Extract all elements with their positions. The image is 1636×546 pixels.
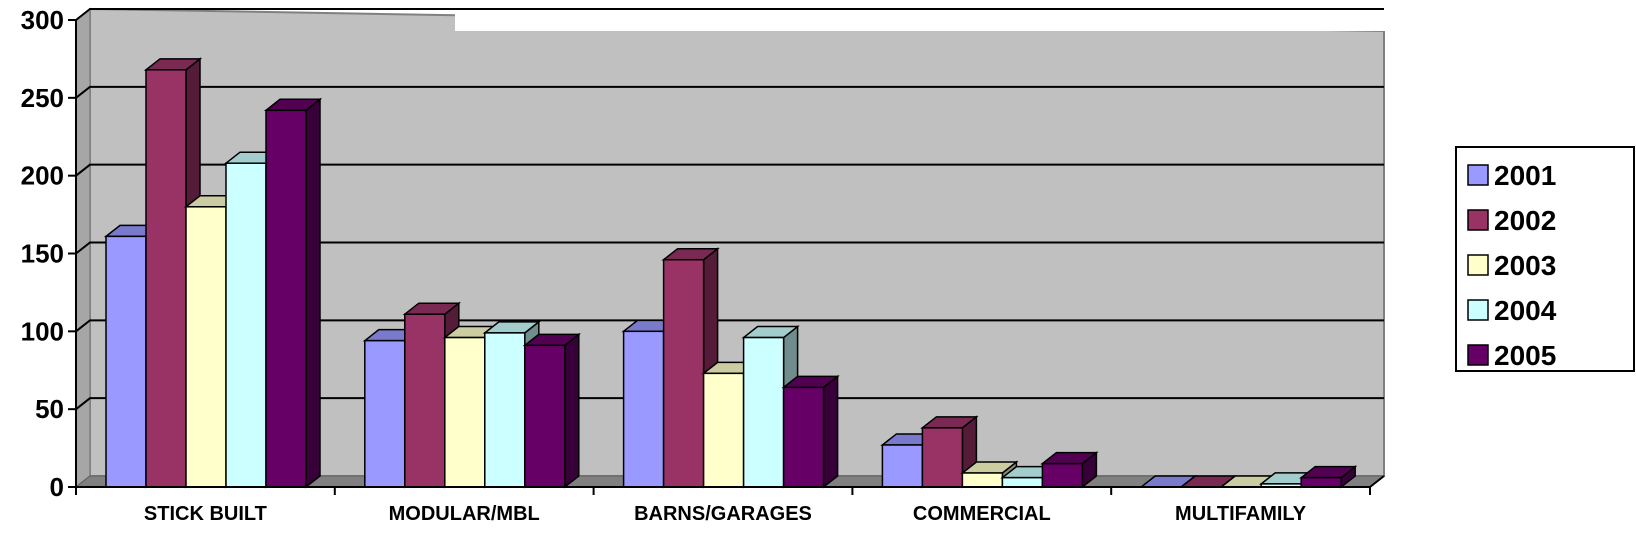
bar [263, 97, 323, 489]
y-tick-label: 50 [35, 394, 64, 424]
bar-front-face [265, 109, 307, 488]
bar-front-face [444, 336, 486, 488]
bar-side-face [822, 374, 839, 489]
legend-swatch [1467, 164, 1489, 186]
bar-front-face [145, 69, 187, 488]
bar-front-face [782, 386, 825, 488]
y-tick-label: 0 [50, 472, 64, 502]
legend-swatch [1467, 254, 1489, 276]
gridline [75, 163, 1384, 177]
x-category-label: STICK BUILT [144, 503, 267, 525]
bar-front-face [742, 336, 785, 488]
x-category-label: MULTIFAMILY [1175, 503, 1307, 525]
legend-swatch [1467, 344, 1489, 366]
legend-swatch [1467, 209, 1489, 231]
bar-front-face [622, 330, 665, 488]
axes: 0 50 100 150 200 250 300 STICK BUILT MODULAR/MBL… [21, 5, 1385, 525]
bar-front-face [484, 332, 526, 488]
legend-label: 2003 [1494, 250, 1556, 281]
gridline [75, 319, 1384, 333]
bar [402, 301, 461, 489]
legend-label: 2001 [1494, 160, 1556, 191]
y-tick-label: 100 [21, 316, 64, 346]
y-tick-label: 200 [21, 161, 64, 191]
bar-front-face [105, 235, 147, 488]
bar-front-face [702, 372, 745, 488]
y-tick-label: 250 [21, 83, 64, 113]
bar [1040, 451, 1099, 489]
bar-front-face [921, 427, 964, 488]
x-category-label: COMMERCIAL [913, 503, 1051, 525]
bar-front-face [185, 206, 227, 488]
bar-side-face [305, 97, 321, 489]
bar [781, 374, 840, 489]
legend: 2001 2002 2003 2004 2005 [1455, 146, 1635, 372]
bar-side-face [564, 332, 580, 489]
legend-swatch [1467, 299, 1489, 321]
bar-front-face [881, 444, 924, 488]
x-axis-end [1369, 475, 1385, 488]
bar-front-face [364, 339, 406, 488]
legend-label: 2002 [1494, 205, 1556, 236]
bar-front-face [662, 258, 705, 488]
bar-front-face [524, 344, 566, 488]
y-tick-label: 300 [21, 5, 64, 35]
legend-label: 2005 [1494, 340, 1556, 371]
plot-top-notch [455, 0, 1388, 31]
y-tick-label: 150 [21, 239, 64, 269]
bar-front-face [225, 162, 267, 488]
bar [522, 332, 581, 489]
bars [103, 57, 1358, 489]
gridline [75, 397, 1384, 410]
bar-front-face [1041, 462, 1084, 488]
bar-front-face [961, 472, 1004, 488]
x-category-label: BARNS/GARAGES [634, 503, 812, 525]
gridlines [75, 8, 1384, 410]
bar-front-face [1300, 476, 1342, 488]
legend-label: 2004 [1494, 295, 1557, 326]
x-category-label: MODULAR/MBL [389, 503, 540, 525]
gridline [75, 85, 1384, 99]
gridline [75, 8, 1384, 21]
gridline [75, 241, 1384, 255]
bar-front-face [1001, 476, 1044, 488]
bar-front-face [404, 313, 446, 488]
